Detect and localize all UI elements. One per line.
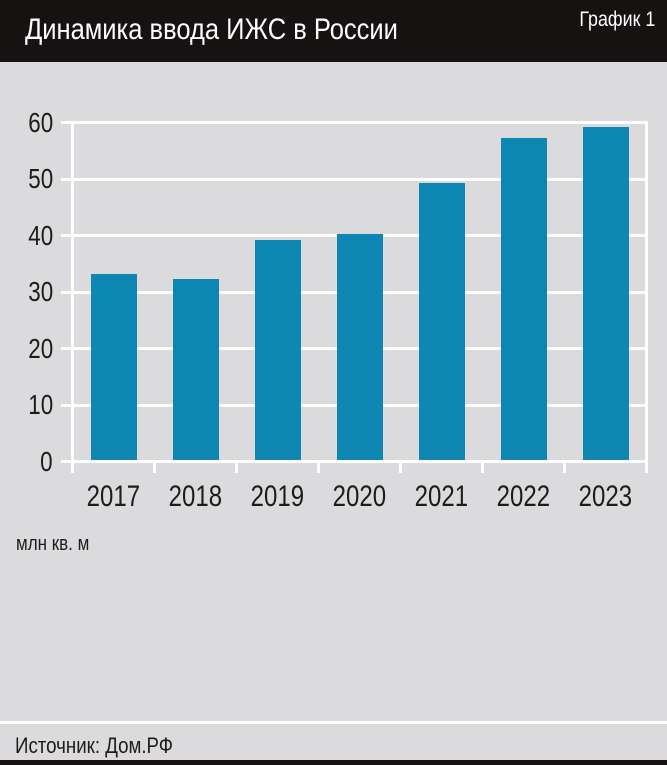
x-label-2023: 2023 <box>565 482 647 512</box>
bar-2021 <box>418 183 465 460</box>
y-tick-label-text: 30 <box>28 276 53 307</box>
x-tick-6 <box>563 463 566 473</box>
chart-title: Динамика ввода ИЖС в России <box>25 13 464 46</box>
bar-2018 <box>172 279 219 460</box>
source-divider <box>0 721 667 724</box>
x-label-text: 2021 <box>414 480 469 513</box>
x-label-text: 2018 <box>168 480 223 513</box>
y-tick-30 <box>61 290 71 294</box>
chart-tag: График 1 <box>566 8 655 32</box>
gridline-50 <box>71 177 648 181</box>
axis-unit-label: млн кв. м <box>16 533 102 556</box>
y-tick-20 <box>61 347 71 350</box>
y-tick-label-text: 0 <box>40 445 53 477</box>
x-tick-7 <box>645 463 648 473</box>
y-axis-line <box>71 121 74 463</box>
x-label-2017: 2017 <box>73 482 155 512</box>
source-text: Источник: Дом.РФ <box>15 733 174 758</box>
x-label-2020: 2020 <box>319 482 401 512</box>
x-label-2022: 2022 <box>483 482 565 512</box>
x-label-2018: 2018 <box>155 482 237 512</box>
x-label-text: 2022 <box>496 480 551 513</box>
bar-2019 <box>254 239 301 460</box>
x-label-text: 2019 <box>250 480 305 513</box>
x-label-text: 2020 <box>332 480 387 513</box>
y-tick-label-text: 20 <box>28 332 53 364</box>
x-label-text: 2017 <box>86 480 141 513</box>
x-tick-4 <box>399 463 402 473</box>
x-label-2019: 2019 <box>237 482 319 512</box>
y-tick-50 <box>61 177 71 181</box>
y-tick-label-text: 60 <box>28 106 53 138</box>
y-axis-labels: 0 10 20 30 40 50 60 <box>0 108 53 475</box>
y-tick-60 <box>61 121 71 124</box>
y-tick-label-text: 10 <box>28 389 53 420</box>
gridline-60 <box>71 121 648 124</box>
bar-2022 <box>500 137 547 460</box>
gridline-0 <box>71 460 648 463</box>
bottom-bar <box>0 760 667 765</box>
y-tick-label-30: 30 <box>22 278 53 306</box>
bar-2023 <box>582 126 629 460</box>
y-tick-label-20: 20 <box>22 332 53 364</box>
chart-title-text: Динамика ввода ИЖС в России <box>25 13 398 46</box>
plot-area <box>71 121 648 463</box>
x-tick-0 <box>71 463 74 473</box>
axis-unit-text: млн кв. м <box>16 533 90 555</box>
bar-2020 <box>336 234 383 460</box>
x-axis-ticks <box>71 463 648 473</box>
y-tick-10 <box>61 403 71 407</box>
y-tick-label-text: 50 <box>28 163 53 194</box>
x-tick-5 <box>481 463 484 473</box>
bars-layer <box>71 121 648 463</box>
y-tick-0 <box>61 460 71 463</box>
y-axis-ticks <box>61 121 71 463</box>
x-axis-labels: 2017 2018 2019 2020 2021 2022 2023 <box>71 482 648 514</box>
x-tick-1 <box>153 463 156 473</box>
plot-right-border <box>645 121 648 463</box>
y-tick-label-50: 50 <box>22 165 53 193</box>
x-tick-2 <box>235 463 238 473</box>
y-tick-40 <box>61 234 71 237</box>
chart-tag-text: График 1 <box>579 8 655 31</box>
x-label-2021: 2021 <box>401 482 483 512</box>
y-tick-label-40: 40 <box>22 219 53 251</box>
source-label: Источник: Дом.РФ <box>15 733 201 759</box>
bar-2017 <box>90 273 137 460</box>
y-tick-label-60: 60 <box>22 106 53 138</box>
x-label-text: 2023 <box>578 480 633 513</box>
y-tick-label-0: 0 <box>37 445 53 477</box>
y-tick-label-10: 10 <box>22 391 53 419</box>
y-tick-label-text: 40 <box>28 219 53 251</box>
header: Динамика ввода ИЖС в России График 1 <box>0 0 667 62</box>
x-tick-3 <box>317 463 320 473</box>
